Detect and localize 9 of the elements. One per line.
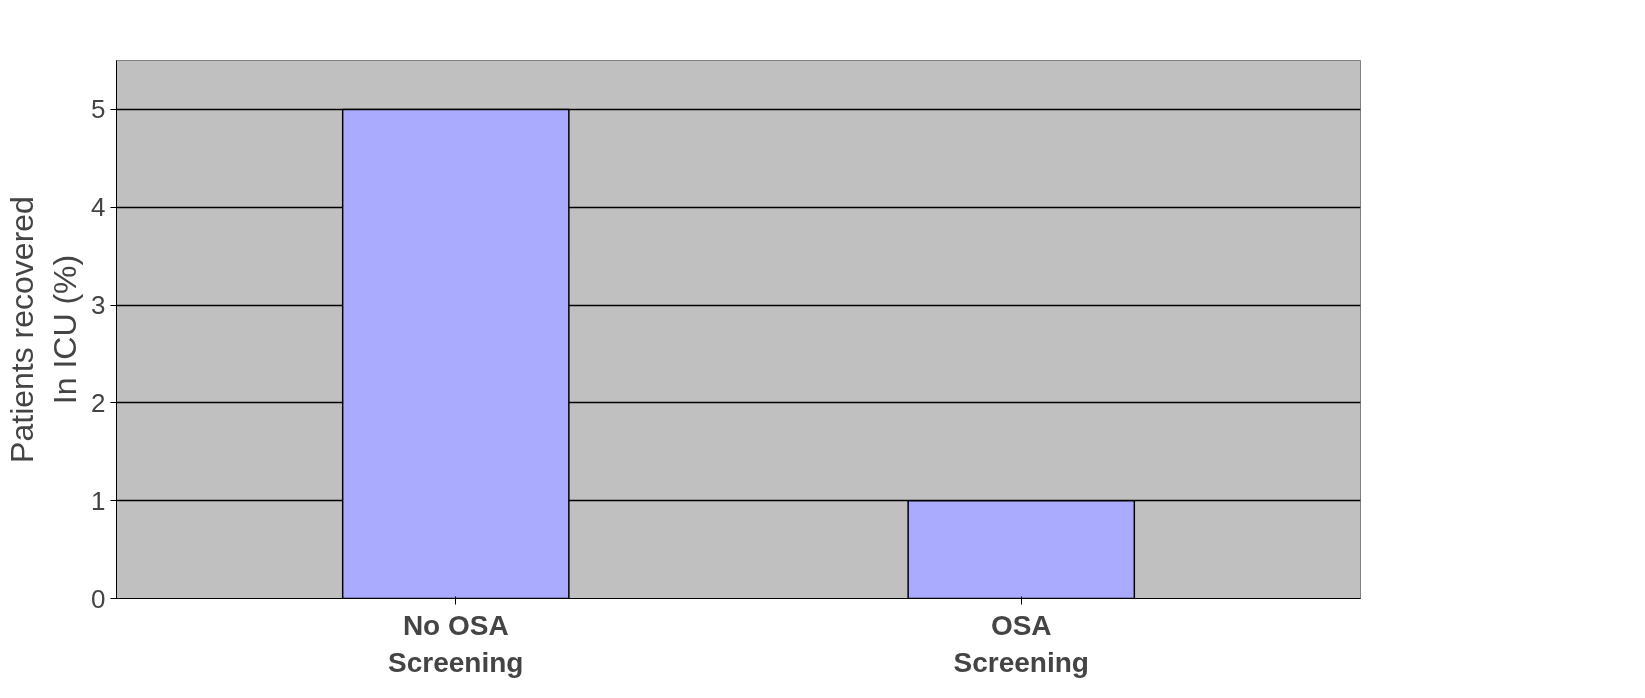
y-tick-label: 4 <box>91 192 106 223</box>
x-tick-label: OSA Screening <box>953 609 1089 678</box>
y-axis-title: Patients recovered In ICU (%) <box>3 196 84 463</box>
x-tick-label: No OSA Screening <box>388 609 524 678</box>
y-tick-label: 1 <box>91 485 106 516</box>
y-tick-label: 0 <box>91 583 106 614</box>
y-tick-label: 3 <box>91 290 106 321</box>
y-tick-label: 5 <box>91 94 106 125</box>
y-tick-label: 2 <box>91 387 106 418</box>
